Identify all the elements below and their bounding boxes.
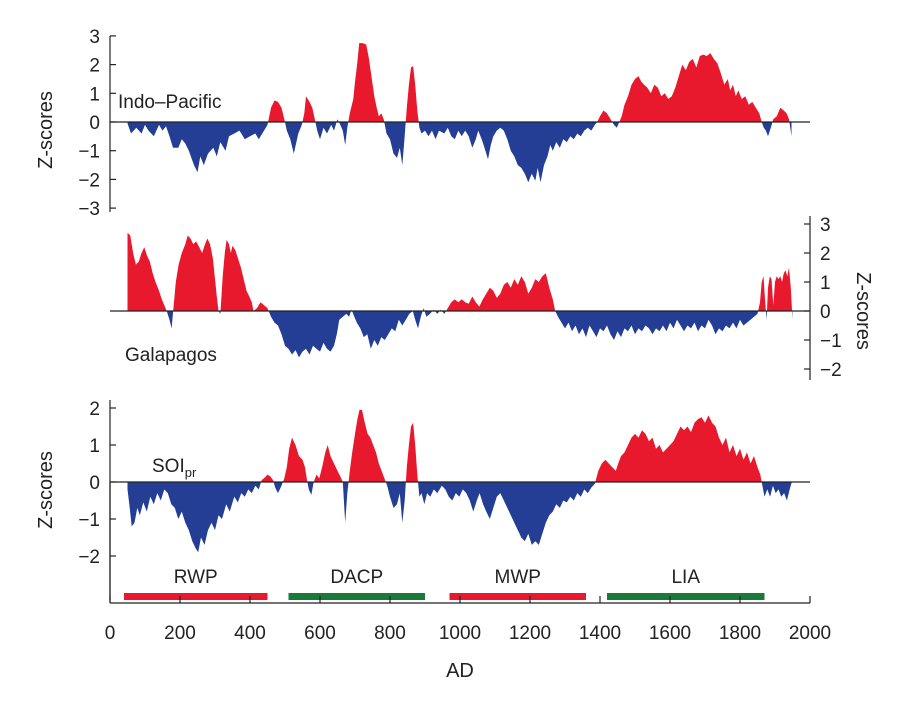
x-tick-label-8: 1600 — [649, 623, 691, 644]
x-tick-label-5: 1000 — [439, 623, 481, 644]
y-tick-label-2-0: 2 — [89, 399, 100, 420]
zero-lines — [110, 121, 810, 483]
y-tick-label-0-6: −3 — [78, 199, 100, 220]
y-tick-label-1-1: 2 — [820, 244, 831, 265]
y-tick-label-2-2: 0 — [89, 473, 100, 494]
period-label-dacp: DACP — [330, 567, 383, 588]
area-positive-1 — [127, 232, 793, 311]
period-bars — [124, 593, 765, 600]
label-soi-subscript: pr — [185, 465, 197, 480]
y-axis-title-right: Z-scores — [852, 272, 874, 350]
period-bar-rwp — [124, 593, 268, 600]
x-tick-label-1: 200 — [164, 623, 196, 644]
label-galapagos: Galapagos — [125, 345, 217, 366]
y-tick-label-1-2: 1 — [820, 273, 831, 294]
y-tick-label-1-5: −2 — [820, 360, 842, 381]
y-axis-title-top: Z-scores — [35, 91, 57, 169]
y-tick-label-0-2: 1 — [89, 84, 100, 105]
x-tick-label-0: 0 — [105, 623, 116, 644]
y-tick-label-0-3: 0 — [89, 113, 100, 134]
tick-labels: 3 2 1 0 −1 −2 −3 3 2 1 0 −1 −2 2 1 0 −1 −2 0 200 400 600 800 10… — [78, 27, 841, 644]
panel-labels: Indo–Pacific Galapagos SOIpr Z-scores Z-scor… — [35, 91, 874, 682]
axes — [109, 35, 811, 604]
x-tick-label-6: 1200 — [509, 623, 551, 644]
label-indo-pacific: Indo–Pacific — [118, 92, 222, 113]
area-positive-2 — [127, 409, 792, 482]
x-axis-title: AD — [446, 660, 474, 682]
y-tick-label-0-1: 2 — [89, 56, 100, 77]
x-tick-label-7: 1400 — [579, 623, 621, 644]
x-tick-label-9: 1800 — [719, 623, 761, 644]
y-tick-label-2-3: −1 — [78, 510, 100, 531]
period-bar-dacp — [288, 593, 425, 600]
area-positive-0 — [127, 43, 792, 122]
label-soi: SOIpr — [152, 456, 197, 480]
y-tick-label-1-3: 0 — [820, 302, 831, 323]
y-tick-label-1-0: 3 — [820, 215, 831, 236]
area-negative-1 — [127, 311, 793, 358]
y-tick-label-0-4: −1 — [78, 142, 100, 163]
area-negative-0 — [127, 122, 792, 183]
y-tick-label-0-5: −2 — [78, 170, 100, 191]
x-tick-label-2: 400 — [234, 623, 266, 644]
x-tick-label-3: 600 — [304, 623, 336, 644]
y-tick-label-2-1: 1 — [89, 436, 100, 457]
period-label-lia: LIA — [671, 567, 700, 588]
period-bar-mwp — [449, 593, 586, 600]
area-series-group — [127, 43, 793, 553]
period-bar-lia — [607, 593, 765, 600]
x-tick-label-4: 800 — [374, 623, 406, 644]
x-tick-label-10: 2000 — [789, 623, 831, 644]
y-tick-label-0-0: 3 — [89, 27, 100, 48]
y-tick-label-2-4: −2 — [78, 547, 100, 568]
y-tick-label-1-4: −1 — [820, 331, 842, 352]
y-axis-title-bottom: Z-scores — [35, 451, 57, 529]
period-label-mwp: MWP — [495, 567, 541, 588]
period-label-rwp: RWP — [174, 567, 218, 588]
area-negative-2 — [127, 482, 792, 553]
